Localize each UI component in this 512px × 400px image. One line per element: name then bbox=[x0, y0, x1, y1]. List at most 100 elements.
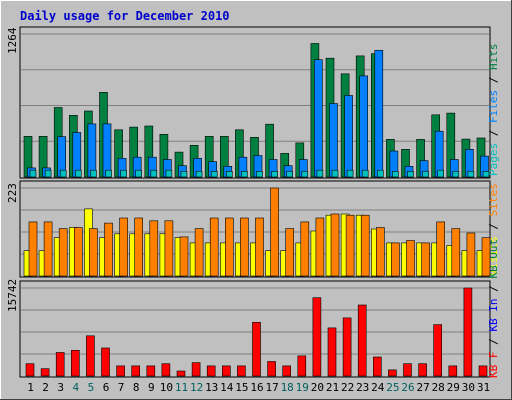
pages-bar-day-17 bbox=[271, 171, 278, 178]
kbytes-bar-day-27 bbox=[418, 363, 427, 377]
files-bar-day-20 bbox=[314, 59, 323, 178]
sites-bar-day-21 bbox=[330, 213, 340, 277]
kbytes-bar-day-8 bbox=[131, 365, 140, 377]
x-label-day-1: 1 bbox=[27, 381, 34, 394]
pages-bar-day-4 bbox=[75, 169, 82, 178]
kbytes-bar-day-3 bbox=[55, 352, 65, 377]
sites-bar-day-27 bbox=[421, 242, 430, 277]
kbytes-bar-day-19 bbox=[297, 355, 307, 377]
files-bar-day-6 bbox=[102, 123, 112, 178]
sites-bar-day-10 bbox=[164, 220, 174, 277]
sites-bar-day-4 bbox=[74, 227, 83, 277]
x-label-day-24: 24 bbox=[371, 381, 385, 394]
x-label-day-5: 5 bbox=[88, 381, 95, 394]
x-label-day-21: 21 bbox=[326, 381, 339, 394]
kbytes-bar-day-29 bbox=[448, 365, 458, 377]
x-label-day-25: 25 bbox=[386, 381, 399, 394]
sites-bar-day-3 bbox=[58, 228, 68, 277]
files-bar-day-5 bbox=[87, 123, 97, 178]
x-label-day-7: 7 bbox=[118, 381, 125, 394]
pages-bar-day-7 bbox=[120, 169, 127, 178]
legend-kb-f: KB F bbox=[487, 352, 500, 379]
kbytes-bar-day-6 bbox=[101, 347, 110, 377]
x-label-day-3: 3 bbox=[57, 381, 64, 394]
legend-files: Files bbox=[487, 90, 500, 123]
sites-bar-day-13 bbox=[209, 217, 219, 277]
pages-bar-day-6 bbox=[105, 169, 112, 178]
pages-bar-day-20 bbox=[316, 169, 324, 178]
kbytes-bar-day-31 bbox=[478, 365, 488, 377]
pages-bar-day-26 bbox=[407, 171, 414, 178]
chart-title: Daily usage for December 2010 bbox=[20, 9, 230, 23]
kbytes-bar-day-21 bbox=[327, 327, 337, 377]
sites-bar-day-19 bbox=[300, 221, 310, 277]
kbytes-bar-day-10 bbox=[161, 363, 171, 377]
legend-kb-in: KB In bbox=[487, 299, 500, 332]
kbytes-bar-day-16 bbox=[252, 321, 261, 377]
x-label-day-16: 16 bbox=[250, 381, 263, 394]
kbytes-bar-day-5 bbox=[86, 335, 95, 377]
kbytes-bar-day-26 bbox=[403, 363, 412, 377]
sites-bar-day-29 bbox=[451, 228, 461, 277]
kbytes-bar-day-20 bbox=[312, 297, 322, 377]
sites-bar-day-30 bbox=[466, 232, 476, 277]
sites-bar-day-12 bbox=[194, 228, 204, 277]
kbytes-bar-day-23 bbox=[357, 304, 367, 377]
x-label-day-28: 28 bbox=[432, 381, 445, 394]
legend-sep-2: / bbox=[487, 70, 500, 90]
x-label-day-27: 27 bbox=[416, 381, 429, 394]
files-bar-day-22 bbox=[344, 95, 353, 178]
sites-bar-day-7 bbox=[119, 217, 128, 277]
pages-bar-day-12 bbox=[195, 171, 203, 178]
pages-bar-day-28 bbox=[437, 169, 445, 178]
pages-bar-day-19 bbox=[301, 171, 309, 178]
visits-y-max-label: 223 bbox=[6, 183, 19, 203]
grid-lines bbox=[21, 33, 489, 355]
kbytes-bar-day-9 bbox=[146, 365, 156, 377]
x-label-day-15: 15 bbox=[235, 381, 248, 394]
pages-bar-day-27 bbox=[422, 171, 429, 178]
pages-bar-day-1 bbox=[29, 169, 37, 178]
sites-bar-day-16 bbox=[255, 217, 264, 277]
kbytes-bar-day-14 bbox=[222, 365, 231, 377]
x-label-day-9: 9 bbox=[148, 381, 155, 394]
x-label-day-20: 20 bbox=[311, 381, 324, 394]
sites-bar-day-8 bbox=[134, 217, 143, 277]
x-axis-labels: 1 2 3 4 5 6 7 8 9 10 11 12 13 14 15 16 17 18 19 20 21 22 23 24 2… bbox=[27, 381, 490, 394]
kbytes-bar-day-7 bbox=[116, 365, 125, 377]
x-label-day-8: 8 bbox=[133, 381, 140, 394]
legend-sep-1: / bbox=[487, 123, 500, 143]
pages-bar-day-24 bbox=[376, 169, 384, 178]
sites-bar-day-1 bbox=[28, 221, 38, 277]
pages-bar-day-29 bbox=[452, 171, 460, 178]
pages-bar-day-25 bbox=[392, 171, 399, 178]
kbytes-bar-day-4 bbox=[71, 349, 80, 377]
sites-bar-day-20 bbox=[315, 217, 325, 277]
kbytes-bar-day-17 bbox=[267, 361, 276, 377]
legend-sites: Sites bbox=[487, 183, 500, 216]
pages-bar-day-11 bbox=[180, 171, 188, 178]
pages-bar-day-30 bbox=[467, 171, 475, 178]
kbytes-bar-day-25 bbox=[388, 369, 397, 377]
x-label-day-26: 26 bbox=[401, 381, 414, 394]
files-bar-day-21 bbox=[329, 103, 338, 178]
kbytes-legend: KB F / KB In / KB Out bbox=[487, 239, 500, 378]
pages-bar-day-23 bbox=[361, 169, 369, 178]
kbytes-bar-day-24 bbox=[372, 356, 382, 377]
legend-hits: Hits bbox=[487, 44, 500, 71]
sites-bar-day-25 bbox=[391, 242, 400, 277]
pages-bar-day-13 bbox=[210, 171, 218, 178]
pages-bar-day-21 bbox=[331, 169, 339, 178]
sites-bar-day-23 bbox=[360, 214, 370, 277]
x-label-day-13: 13 bbox=[205, 381, 218, 394]
sites-bar-day-5 bbox=[89, 228, 98, 277]
pages-bar-day-18 bbox=[286, 171, 294, 178]
legend-sep-4: / bbox=[487, 332, 500, 352]
pages-bar-day-8 bbox=[135, 169, 142, 178]
sites-bar-day-22 bbox=[345, 214, 355, 277]
pages-bar-day-2 bbox=[44, 169, 52, 178]
sites-bar-day-28 bbox=[436, 221, 446, 277]
pages-bar-day-16 bbox=[256, 171, 263, 178]
kbytes-bar-day-12 bbox=[191, 362, 201, 377]
